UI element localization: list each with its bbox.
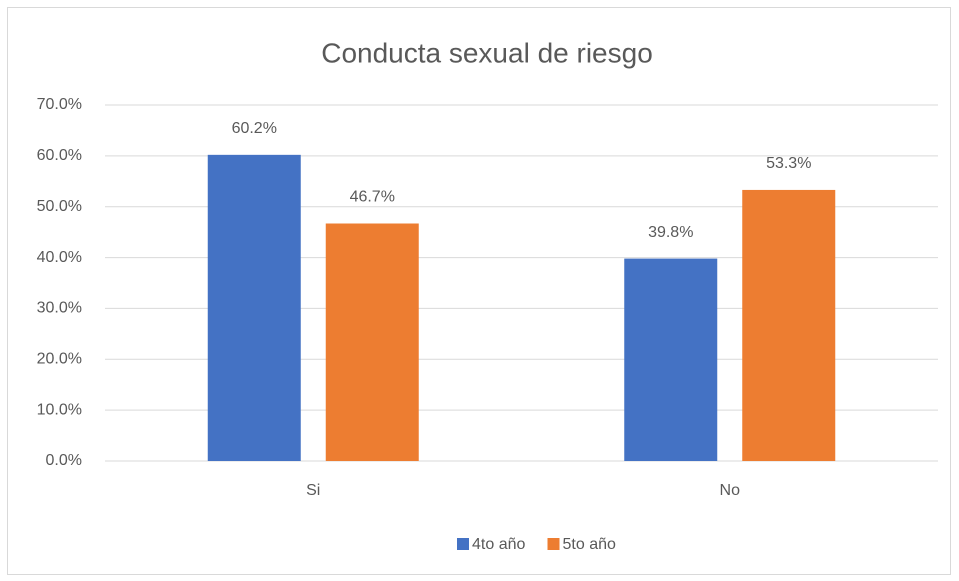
chart-title: Conducta sexual de riesgo <box>321 37 653 68</box>
data-label: 46.7% <box>350 189 395 206</box>
data-label: 60.2% <box>232 120 277 137</box>
data-label: 53.3% <box>766 155 811 172</box>
legend-label: 5to año <box>563 536 616 553</box>
y-tick-label: 60.0% <box>37 147 82 164</box>
y-tick-label: 40.0% <box>37 249 82 266</box>
x-tick-label: No <box>720 482 741 499</box>
y-tick-label: 50.0% <box>37 198 82 215</box>
y-tick-label: 20.0% <box>37 351 82 368</box>
data-label: 39.8% <box>648 224 693 241</box>
legend-swatch <box>457 538 469 550</box>
bar <box>624 258 718 461</box>
bar <box>207 154 301 461</box>
x-tick-label: Si <box>306 482 320 499</box>
y-tick-label: 30.0% <box>37 300 82 317</box>
bar <box>742 189 836 461</box>
legend-label: 4to año <box>472 536 525 553</box>
y-tick-label: 0.0% <box>46 452 82 469</box>
y-tick-label: 10.0% <box>37 401 82 418</box>
legend-swatch <box>547 538 560 550</box>
bar <box>325 223 419 461</box>
y-tick-label: 70.0% <box>37 96 82 113</box>
